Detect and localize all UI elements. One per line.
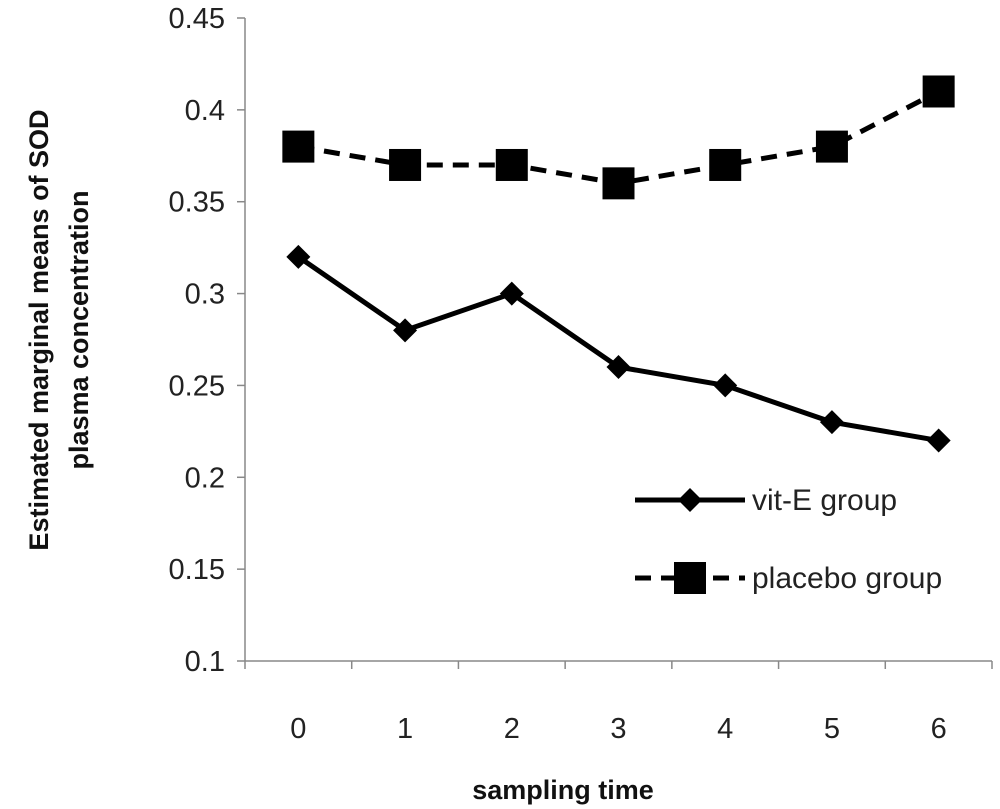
x-tick-label: 4 <box>717 713 733 745</box>
legend-label: vit-E group <box>752 484 897 517</box>
y-tick-label: 0.25 <box>169 370 225 402</box>
y-tick-label: 0.3 <box>185 279 225 311</box>
legend: vit-E group placebo group <box>635 484 942 595</box>
y-tick-label: 0.1 <box>185 646 225 678</box>
data-point <box>499 281 524 306</box>
legend-marker <box>674 562 706 594</box>
series-line <box>296 254 940 444</box>
x-tick-label: 0 <box>290 713 306 745</box>
legend-item: placebo group <box>635 562 942 595</box>
data-point <box>393 318 418 343</box>
data-point <box>286 244 311 269</box>
x-tick-label: 2 <box>504 713 520 745</box>
series-placebo <box>282 75 955 200</box>
x-tick-label: 5 <box>824 713 840 745</box>
data-point <box>282 130 315 163</box>
data-point <box>713 373 738 398</box>
x-tick-label: 6 <box>931 713 947 745</box>
x-tick-label: 1 <box>397 713 413 745</box>
y-axis-title: Estimated marginal means of SOD plasma c… <box>24 109 94 550</box>
data-point <box>606 355 631 380</box>
data-point <box>602 167 635 200</box>
y-tick-label: 0.4 <box>185 95 225 127</box>
y-tick-label: 0.2 <box>185 462 225 494</box>
data-point <box>389 148 422 181</box>
data-point <box>495 148 528 181</box>
x-axis-ticks: 0 1 2 3 4 5 6 <box>244 661 993 745</box>
legend-marker <box>678 488 702 512</box>
y-tick-label: 0.45 <box>169 3 225 35</box>
x-tick-label: 3 <box>610 713 626 745</box>
y-axis-title-line-2: plasma concentration <box>64 190 94 469</box>
data-point <box>815 130 848 163</box>
legend-item: vit-E group <box>635 484 897 517</box>
x-axis-title: sampling time <box>472 775 654 805</box>
axes <box>244 18 992 662</box>
data-point <box>819 410 844 435</box>
data-point <box>922 75 955 108</box>
y-axis-ticks: 0.1 0.15 0.2 0.25 0.3 0.35 0.4 0.45 <box>169 3 245 678</box>
y-tick-label: 0.15 <box>169 554 225 586</box>
data-point <box>926 428 951 453</box>
series-layer <box>282 75 955 453</box>
legend-label: placebo group <box>752 562 942 595</box>
y-tick-label: 0.35 <box>169 187 225 219</box>
y-axis-title-line-1: Estimated marginal means of SOD <box>24 109 54 550</box>
series-vit-e <box>286 244 951 453</box>
data-point <box>709 148 742 181</box>
